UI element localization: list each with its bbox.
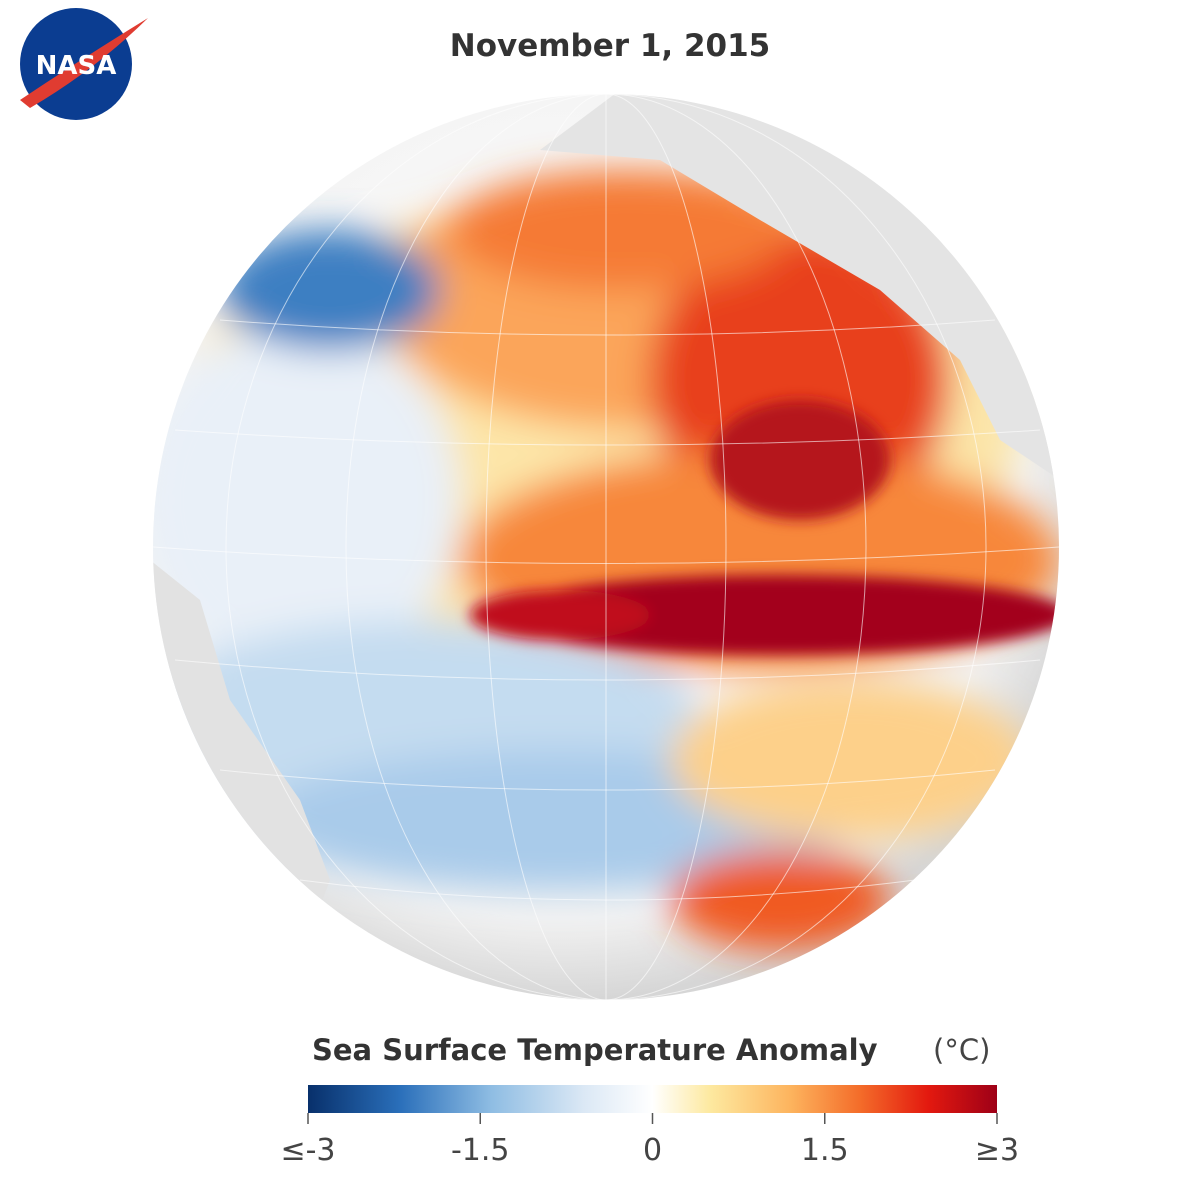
legend-title: Sea Surface Temperature Anomaly	[312, 1033, 878, 1067]
map-title: November 1, 2015	[450, 28, 771, 64]
legend-unit: (°C)	[933, 1033, 990, 1067]
tick-label: 0	[643, 1133, 662, 1168]
tick-label: -1.5	[451, 1133, 510, 1168]
legend: Sea Surface Temperature Anomaly (°C)	[308, 1033, 997, 1113]
logo-text: NASA	[36, 51, 117, 81]
globe	[153, 94, 1059, 1000]
tick-label: 1.5	[801, 1133, 849, 1168]
nasa-logo: NASA	[20, 8, 148, 120]
tick-label: ≤-3	[280, 1133, 335, 1168]
tick-label: ≥3	[975, 1133, 1019, 1168]
colorbar	[308, 1085, 997, 1113]
